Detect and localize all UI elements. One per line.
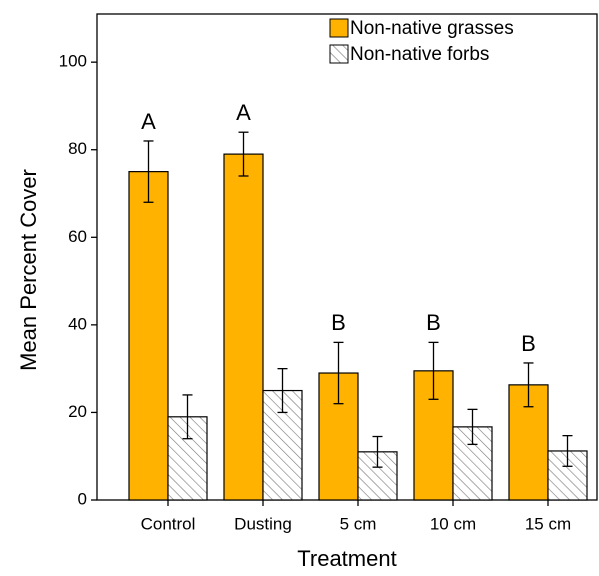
y-axis-label: Mean Percent Cover <box>16 169 41 371</box>
y-tick-label: 60 <box>68 227 87 246</box>
bar <box>223 153 264 501</box>
significance-letter: B <box>426 310 441 335</box>
y-tick-label: 20 <box>68 402 87 421</box>
error-bar <box>562 434 573 467</box>
error-bar <box>277 367 288 414</box>
legend-label: Non-native grasses <box>350 18 514 39</box>
error-bar <box>467 408 478 446</box>
error-bar <box>238 131 249 177</box>
error-bar <box>182 394 193 440</box>
legend-swatch <box>329 44 349 64</box>
significance-letter: A <box>141 109 156 134</box>
y-tick-label: 0 <box>78 489 87 508</box>
x-tick-label: Dusting <box>234 514 292 533</box>
error-bar <box>523 362 534 408</box>
bar <box>452 426 493 501</box>
significance-letter: B <box>521 331 536 356</box>
x-axis-label: Treatment <box>297 546 396 571</box>
x-tick-label: 5 cm <box>340 514 377 533</box>
significance-letter: A <box>236 100 251 125</box>
error-bar <box>428 341 439 400</box>
x-tick-label: 10 cm <box>430 514 476 533</box>
y-tick-label: 40 <box>68 314 87 333</box>
x-tick-label: Control <box>141 514 196 533</box>
bar <box>128 171 169 501</box>
significance-letter: B <box>331 310 346 335</box>
y-tick-label: 80 <box>68 139 87 158</box>
error-bar <box>333 341 344 405</box>
legend-label: Non-native forbs <box>350 44 489 65</box>
y-tick-label: 100 <box>59 52 87 71</box>
legend-swatch <box>329 18 349 38</box>
x-tick-label: 15 cm <box>525 514 571 533</box>
error-bar <box>372 435 383 468</box>
error-bar <box>143 140 154 203</box>
